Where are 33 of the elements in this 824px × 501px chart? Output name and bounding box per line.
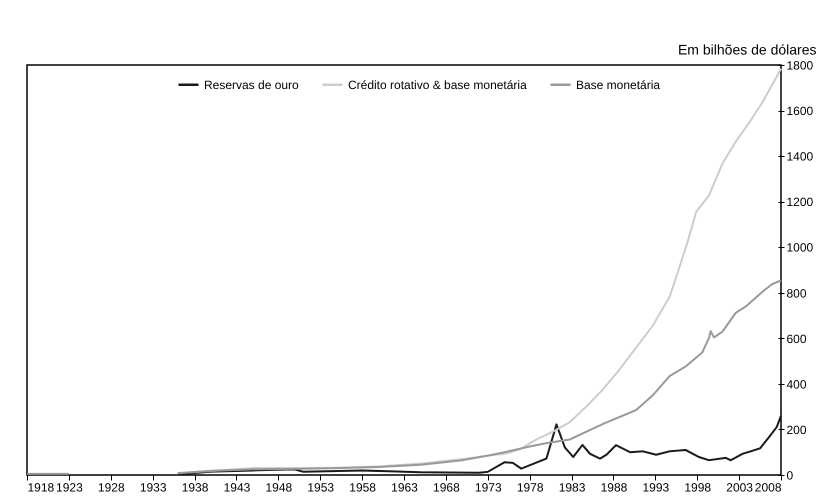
y-tick-label: 1000	[786, 240, 814, 255]
x-tick-label: 2008	[754, 480, 782, 494]
x-tick-label: 1958	[349, 480, 376, 494]
y-tick-label: 0	[786, 468, 794, 482]
legend-label: Crédito rotativo & base monetária	[348, 78, 528, 92]
x-tick-label: 1988	[600, 480, 628, 494]
legend-label: Reservas de ouro	[204, 78, 300, 92]
x-tick-label: 1918	[28, 480, 55, 494]
y-tick-label: 800	[786, 286, 807, 300]
x-tick-label: 1953	[307, 480, 334, 494]
x-tick-label: 1973	[474, 480, 502, 494]
y-tick-label: 1200	[786, 195, 814, 210]
x-tick-label: 1948	[265, 480, 293, 494]
x-tick-label: 1938	[182, 480, 209, 494]
y-tick-label: 200	[786, 422, 807, 437]
x-tick-label: 1963	[391, 480, 418, 494]
x-tick-label: 1983	[558, 480, 586, 494]
x-tick-label: 1993	[642, 480, 670, 494]
x-tick-label: 2003	[726, 480, 754, 494]
x-tick-label: 1928	[98, 480, 125, 494]
x-tick-label: 1968	[433, 480, 460, 494]
y-tick-label: 400	[786, 377, 807, 392]
y-tick-label: 1400	[786, 150, 814, 164]
x-tick-label: 1943	[224, 480, 251, 494]
y-tick-label: 1600	[786, 104, 814, 118]
y-tick-label: 1800	[786, 58, 814, 72]
y-axis-title: Em bilhões de dólares	[678, 42, 816, 58]
x-tick-label: 1998	[684, 480, 712, 494]
x-tick-label: 1978	[516, 480, 544, 494]
y-tick-label: 600	[786, 332, 807, 346]
legend-label: Base monetária	[576, 78, 660, 92]
x-tick-label: 1923	[56, 480, 84, 494]
x-tick-label: 1933	[140, 480, 167, 494]
